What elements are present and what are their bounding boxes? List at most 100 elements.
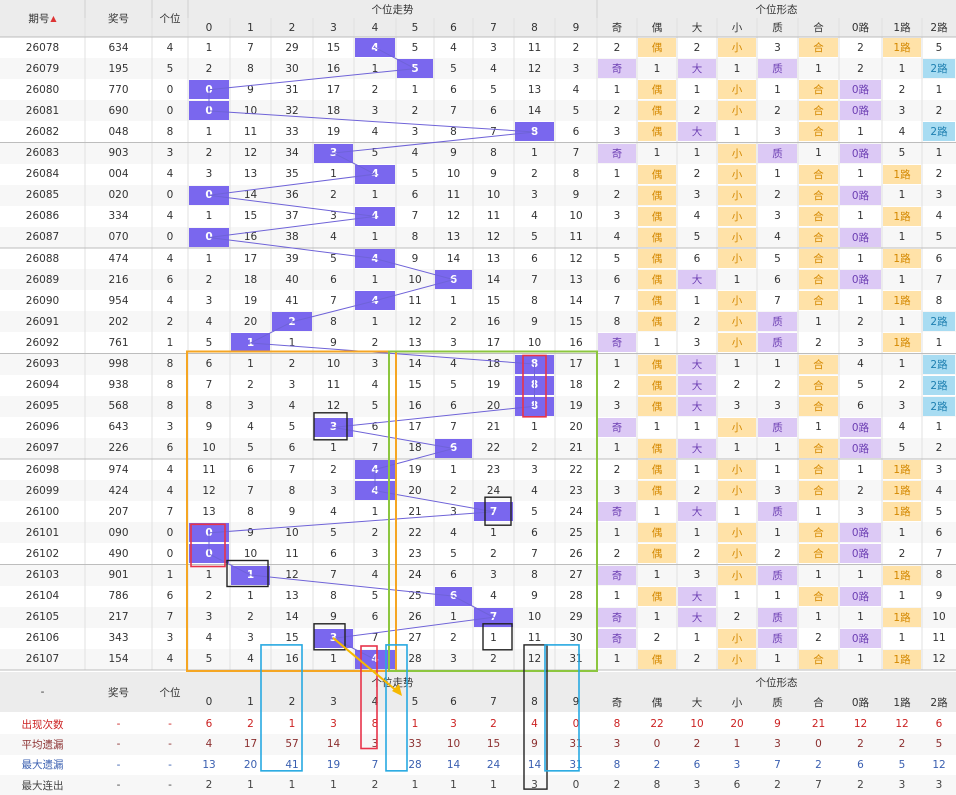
trend-miss: 5 <box>371 590 379 603</box>
row-draw: 343 <box>108 632 129 645</box>
form-miss: 1 <box>898 231 906 244</box>
form-hit: 质 <box>758 628 797 648</box>
trend-miss: 10 <box>569 210 583 223</box>
row-issue: 26081 <box>25 104 60 117</box>
stat-label: 平均遗漏 <box>21 738 64 751</box>
form-miss: 2 <box>693 653 701 666</box>
form-miss: 4 <box>693 210 701 223</box>
stat-trend: 2 <box>205 779 213 792</box>
stat-trend: 14 <box>446 758 461 771</box>
form-miss: 1 <box>774 463 781 476</box>
form-hit: 2路 <box>923 312 955 332</box>
trend-miss: 9 <box>572 189 580 202</box>
red-box <box>360 645 378 750</box>
trend-miss: 4 <box>490 590 497 603</box>
form-miss: 4 <box>857 358 864 371</box>
form-hit: 合 <box>799 206 838 226</box>
trend-miss: 5 <box>450 547 457 560</box>
trend-miss: 6 <box>288 442 296 455</box>
stat-form: 8 <box>653 779 661 792</box>
trend-miss: 6 <box>450 83 457 96</box>
black-box <box>313 623 346 651</box>
trend-miss: 1 <box>371 62 379 75</box>
trend-miss: 6 <box>450 400 457 413</box>
form-hit: 奇 <box>598 333 636 353</box>
form-hit: 偶 <box>638 101 676 121</box>
arrow-line <box>332 637 399 693</box>
form-miss: 2 <box>613 379 621 392</box>
form-miss: 3 <box>898 104 906 117</box>
row-draw: 643 <box>108 421 129 434</box>
trend-miss: 12 <box>285 569 299 582</box>
green-box <box>388 350 598 672</box>
footer-form: 质 <box>757 692 798 712</box>
trend-miss: 1 <box>205 41 213 54</box>
form-hit: 0路 <box>840 417 881 437</box>
header-issue[interactable]: 期号 ▲ <box>0 0 85 37</box>
form-miss: 3 <box>898 400 906 413</box>
form-hit: 大 <box>678 502 716 522</box>
stat-trend: 4 <box>205 738 213 751</box>
form-hit: 合 <box>799 291 838 311</box>
form-hit: 1路 <box>883 333 921 353</box>
form-miss: 1 <box>613 442 621 455</box>
form-hit: 小 <box>718 333 756 353</box>
form-hit: 0路 <box>840 586 881 606</box>
row-draw: 195 <box>108 62 129 75</box>
stat-trend: 28 <box>408 758 422 771</box>
trend-miss: 15 <box>486 294 501 307</box>
trend-miss: 27 <box>408 632 422 645</box>
trend-miss: 6 <box>531 252 538 265</box>
form-miss: 5 <box>935 231 943 244</box>
form-miss: 1 <box>733 358 741 371</box>
trend-miss: 7 <box>411 210 419 223</box>
trend-miss: 4 <box>247 653 254 666</box>
trend-miss: 17 <box>486 336 501 349</box>
form-miss: 1 <box>774 358 781 371</box>
trend-miss: 11 <box>408 294 422 307</box>
form-miss: 1 <box>653 505 661 518</box>
stat-form: 5 <box>935 738 943 751</box>
trend-miss: 3 <box>205 168 213 181</box>
trend-miss: 5 <box>450 62 457 75</box>
trend-miss: 22 <box>408 526 422 539</box>
trend-miss: 1 <box>450 294 457 307</box>
form-miss: 8 <box>613 315 621 328</box>
form-miss: 6 <box>774 273 781 286</box>
trend-miss: 2 <box>371 336 379 349</box>
form-miss: 5 <box>935 505 943 518</box>
row-issue: 26087 <box>25 231 60 244</box>
footer-form: 合 <box>798 692 839 712</box>
trend-miss: 23 <box>408 547 422 560</box>
row-draw: 690 <box>108 104 129 117</box>
trend-miss: 37 <box>285 210 299 223</box>
trend-miss: 11 <box>202 463 216 476</box>
trend-miss: 3 <box>247 400 254 413</box>
trend-miss: 15 <box>285 632 299 645</box>
trend-miss: 11 <box>527 41 542 54</box>
form-miss: 1 <box>898 273 906 286</box>
sort-icon[interactable]: ▲ <box>50 14 57 23</box>
trend-miss: 21 <box>569 442 583 455</box>
stat-bg <box>0 754 956 775</box>
trend-miss: 7 <box>205 379 213 392</box>
form-hit: 2路 <box>923 375 955 395</box>
trend-miss: 7 <box>371 632 379 645</box>
form-hit: 合 <box>799 544 838 564</box>
form-hit: 合 <box>799 523 838 543</box>
trend-miss: 18 <box>243 273 258 286</box>
stat-trend: 4 <box>531 718 538 731</box>
trend-miss: 4 <box>450 358 457 371</box>
form-miss: 1 <box>613 358 621 371</box>
trend-miss: 17 <box>408 421 422 434</box>
form-hit: 0路 <box>840 270 881 290</box>
form-hit: 合 <box>799 375 838 395</box>
trend-miss: 8 <box>450 125 457 138</box>
row-unit: 8 <box>166 358 174 371</box>
footer-digit: 3 <box>313 692 354 712</box>
form-hit: 偶 <box>638 460 676 480</box>
stat-bg <box>0 774 956 795</box>
form-hit: 奇 <box>598 607 636 627</box>
trend-miss: 7 <box>531 547 538 560</box>
